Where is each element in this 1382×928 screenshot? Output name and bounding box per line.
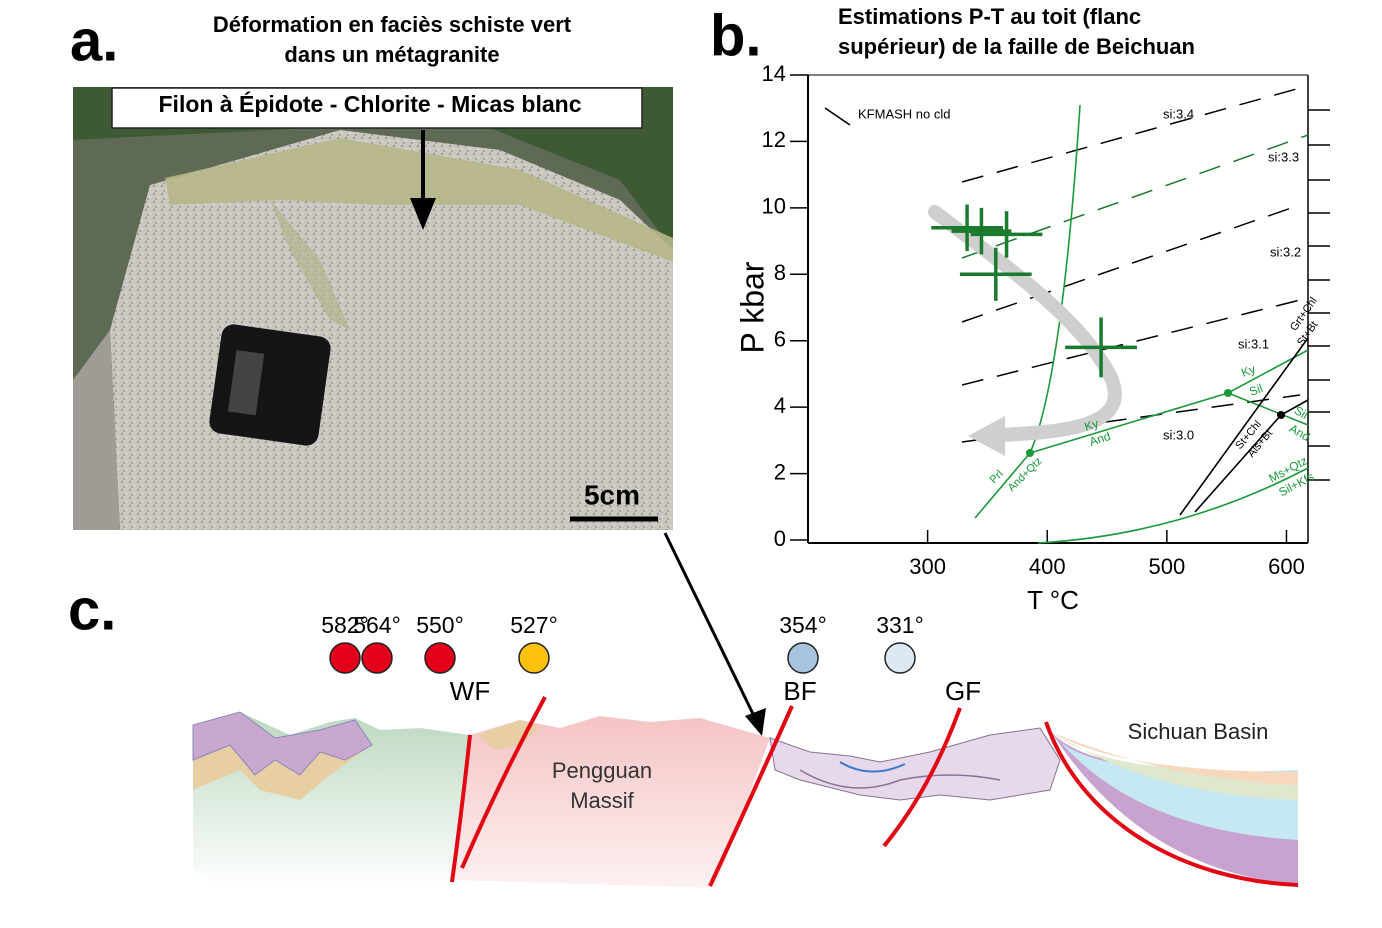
invariant-point — [1224, 389, 1232, 397]
annotation: Sil — [1247, 381, 1264, 399]
sample-marker — [424, 642, 456, 674]
annotation: KFMASH no cld — [858, 106, 950, 121]
x-axis-label: T °C — [1027, 585, 1079, 615]
y-axis-label: P kbar — [734, 261, 770, 353]
panel-label: a. — [70, 8, 118, 73]
y-tick-label: 4 — [774, 393, 786, 418]
isopleth — [961, 134, 1309, 259]
temperature-label: 564° — [353, 612, 401, 638]
samples: 582°564° 550° 527° 354° 331° — [321, 612, 924, 674]
panel-title: Déformation en faciès schiste vert — [213, 12, 572, 37]
basin-label: Sichuan Basin — [1128, 719, 1269, 744]
fault-label: GF — [945, 676, 981, 706]
isopleth — [961, 299, 1301, 386]
y-tick-label: 10 — [762, 194, 786, 219]
temperature-label: 582° — [321, 612, 369, 638]
vein-label: Filon à Épidote - Chlorite - Micas blanc — [159, 90, 582, 117]
scale-label: 5cm — [584, 479, 640, 510]
y-tick-label: 6 — [774, 327, 786, 352]
invariant-point — [1277, 411, 1285, 419]
reaction-line — [824, 107, 851, 126]
x-tick-label: 400 — [1029, 554, 1066, 579]
annotation: si:3.1 — [1238, 336, 1269, 351]
annotation: Ky — [1239, 362, 1257, 380]
sample-marker — [361, 642, 393, 674]
x-tick-label: 600 — [1268, 554, 1305, 579]
annotation: si:3.0 — [1163, 427, 1194, 442]
annotation: Prl — [988, 468, 1006, 486]
y-tick-label: 12 — [762, 127, 786, 152]
chart-title: supérieur) de la faille de Beichuan — [838, 34, 1195, 59]
massif-label: Massif — [570, 788, 634, 813]
annotation: si:3.2 — [1270, 244, 1301, 259]
fault-label: WF — [450, 676, 490, 706]
pt-diagram: 0 2 4 6 8 10 12 14 300 400 500 600 T °C P kbar KFMASH … — [734, 61, 1330, 615]
sample-marker — [329, 642, 361, 674]
temperature-label: 550° — [416, 612, 464, 638]
reaction-line — [1227, 392, 1309, 426]
y-tick-label: 0 — [774, 526, 786, 551]
massif-label: Pengguan — [552, 758, 652, 783]
sample-marker — [884, 642, 916, 674]
invariant-point — [1026, 449, 1034, 457]
annotation: Ky — [1083, 416, 1101, 434]
pt-path-head — [968, 416, 1005, 456]
annotation: Sil — [1292, 403, 1311, 422]
isopleth — [961, 87, 1301, 183]
annotation: si:3.3 — [1268, 149, 1299, 164]
photo: Filon à Épidote - Chlorite - Micas blanc… — [73, 87, 673, 530]
temperature-label: 527° — [510, 612, 558, 638]
x-tick-label: 300 — [909, 554, 946, 579]
sample-marker — [787, 642, 819, 674]
reaction-line — [1037, 467, 1309, 544]
annotation: si:3.4 — [1163, 106, 1194, 121]
isopleth — [961, 204, 1301, 323]
annotation: And — [1088, 429, 1113, 449]
panel-label: b. — [710, 3, 762, 68]
sample-marker — [518, 642, 550, 674]
chart-title: Estimations P-T au toit (flanc — [838, 4, 1141, 29]
y-tick-label: 14 — [762, 61, 786, 86]
y-tick-label: 2 — [774, 459, 786, 484]
x-tick-label: 500 — [1148, 554, 1185, 579]
temperature-label: 331° — [876, 612, 924, 638]
panel-label: c. — [68, 577, 116, 642]
temperature-label: 354° — [779, 612, 827, 638]
panel-title: dans un métagranite — [284, 42, 499, 67]
pt-path — [928, 205, 1122, 442]
y-tick-label: 8 — [774, 260, 786, 285]
reaction-line — [1179, 337, 1309, 516]
fault-label: BF — [783, 676, 816, 706]
cross-section: WF BF GF Pengguan Massif Sichuan Basin — [192, 676, 1299, 890]
